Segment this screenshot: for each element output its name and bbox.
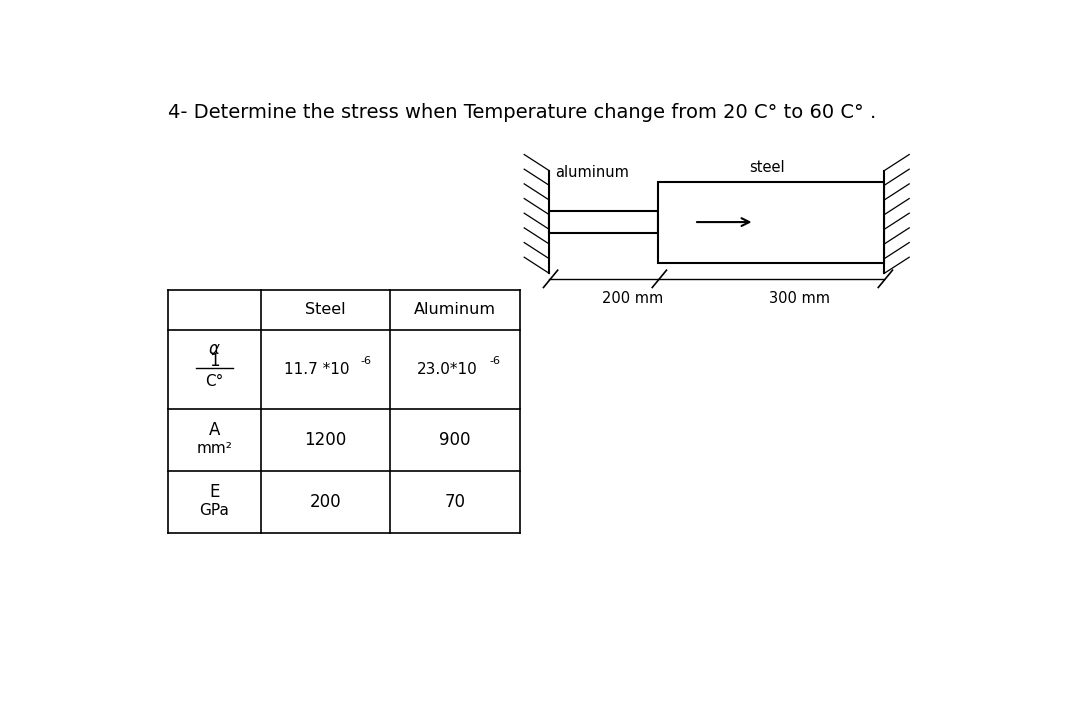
Text: GPa: GPa — [200, 503, 229, 518]
Text: -6: -6 — [490, 356, 501, 366]
Text: Steel: Steel — [306, 303, 346, 317]
Text: 23.0*10: 23.0*10 — [417, 362, 477, 377]
Text: $\alpha$: $\alpha$ — [208, 340, 221, 358]
Bar — [658, 182, 885, 263]
Text: 1200: 1200 — [305, 430, 347, 449]
Text: steel: steel — [750, 160, 785, 175]
Text: 200: 200 — [310, 493, 341, 511]
Text: 1: 1 — [210, 352, 220, 370]
Text: Aluminum: Aluminum — [414, 303, 496, 317]
Text: 900: 900 — [440, 430, 471, 449]
Text: mm²: mm² — [197, 441, 232, 456]
Text: A: A — [208, 421, 220, 439]
Text: 300 mm: 300 mm — [769, 291, 831, 306]
Text: -6: -6 — [360, 356, 372, 366]
Text: 70: 70 — [445, 493, 465, 511]
Text: 11.7 *10: 11.7 *10 — [284, 362, 350, 377]
Text: C°: C° — [205, 373, 224, 389]
Text: 20 kN: 20 kN — [761, 215, 804, 230]
Text: E: E — [210, 483, 219, 501]
Text: 200 mm: 200 mm — [602, 291, 663, 306]
Bar — [550, 211, 658, 233]
Text: aluminum: aluminum — [555, 165, 629, 180]
Text: 4- Determine the stress when Temperature change from 20 C° to 60 C° .: 4- Determine the stress when Temperature… — [168, 103, 877, 122]
